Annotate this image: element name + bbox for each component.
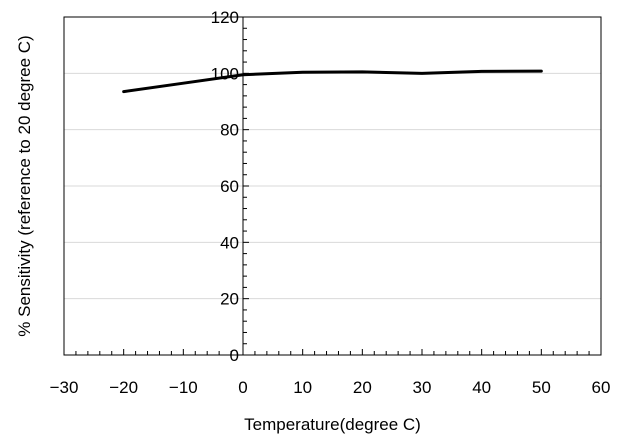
minor-ticks [63,16,602,356]
y-tick-label: 20 [220,290,239,309]
x-tick-label: −20 [109,378,138,397]
x-tick-label: 20 [353,378,372,397]
series-line-0 [122,69,543,94]
series-layer [122,69,543,94]
y-tick-label: 120 [211,8,239,27]
y-tick-label: 80 [220,121,239,140]
x-tick-label: 0 [238,378,247,397]
x-tick-label: 50 [532,378,551,397]
x-tick-label: 60 [592,378,611,397]
y-tick-labels: 0 20 40 60 80 100 120 [211,8,239,365]
x-tick-labels: −30 −20 −10 0 10 20 30 40 50 60 [50,378,611,397]
y-tick-label: 0 [230,346,239,365]
x-tick-label: −10 [169,378,198,397]
x-tick-label: 40 [472,378,491,397]
y-tick-label: 100 [211,64,239,83]
x-tick-label: 10 [293,378,312,397]
y-axis-title: % Sensitivity (reference to 20 degree C) [15,35,34,336]
gridlines [64,72,601,300]
x-axis-title: Temperature(degree C) [244,415,421,434]
x-tick-label: −30 [50,378,79,397]
x-tick-label: 30 [413,378,432,397]
y-tick-label: 60 [220,177,239,196]
y-tick-label: 40 [220,233,239,252]
